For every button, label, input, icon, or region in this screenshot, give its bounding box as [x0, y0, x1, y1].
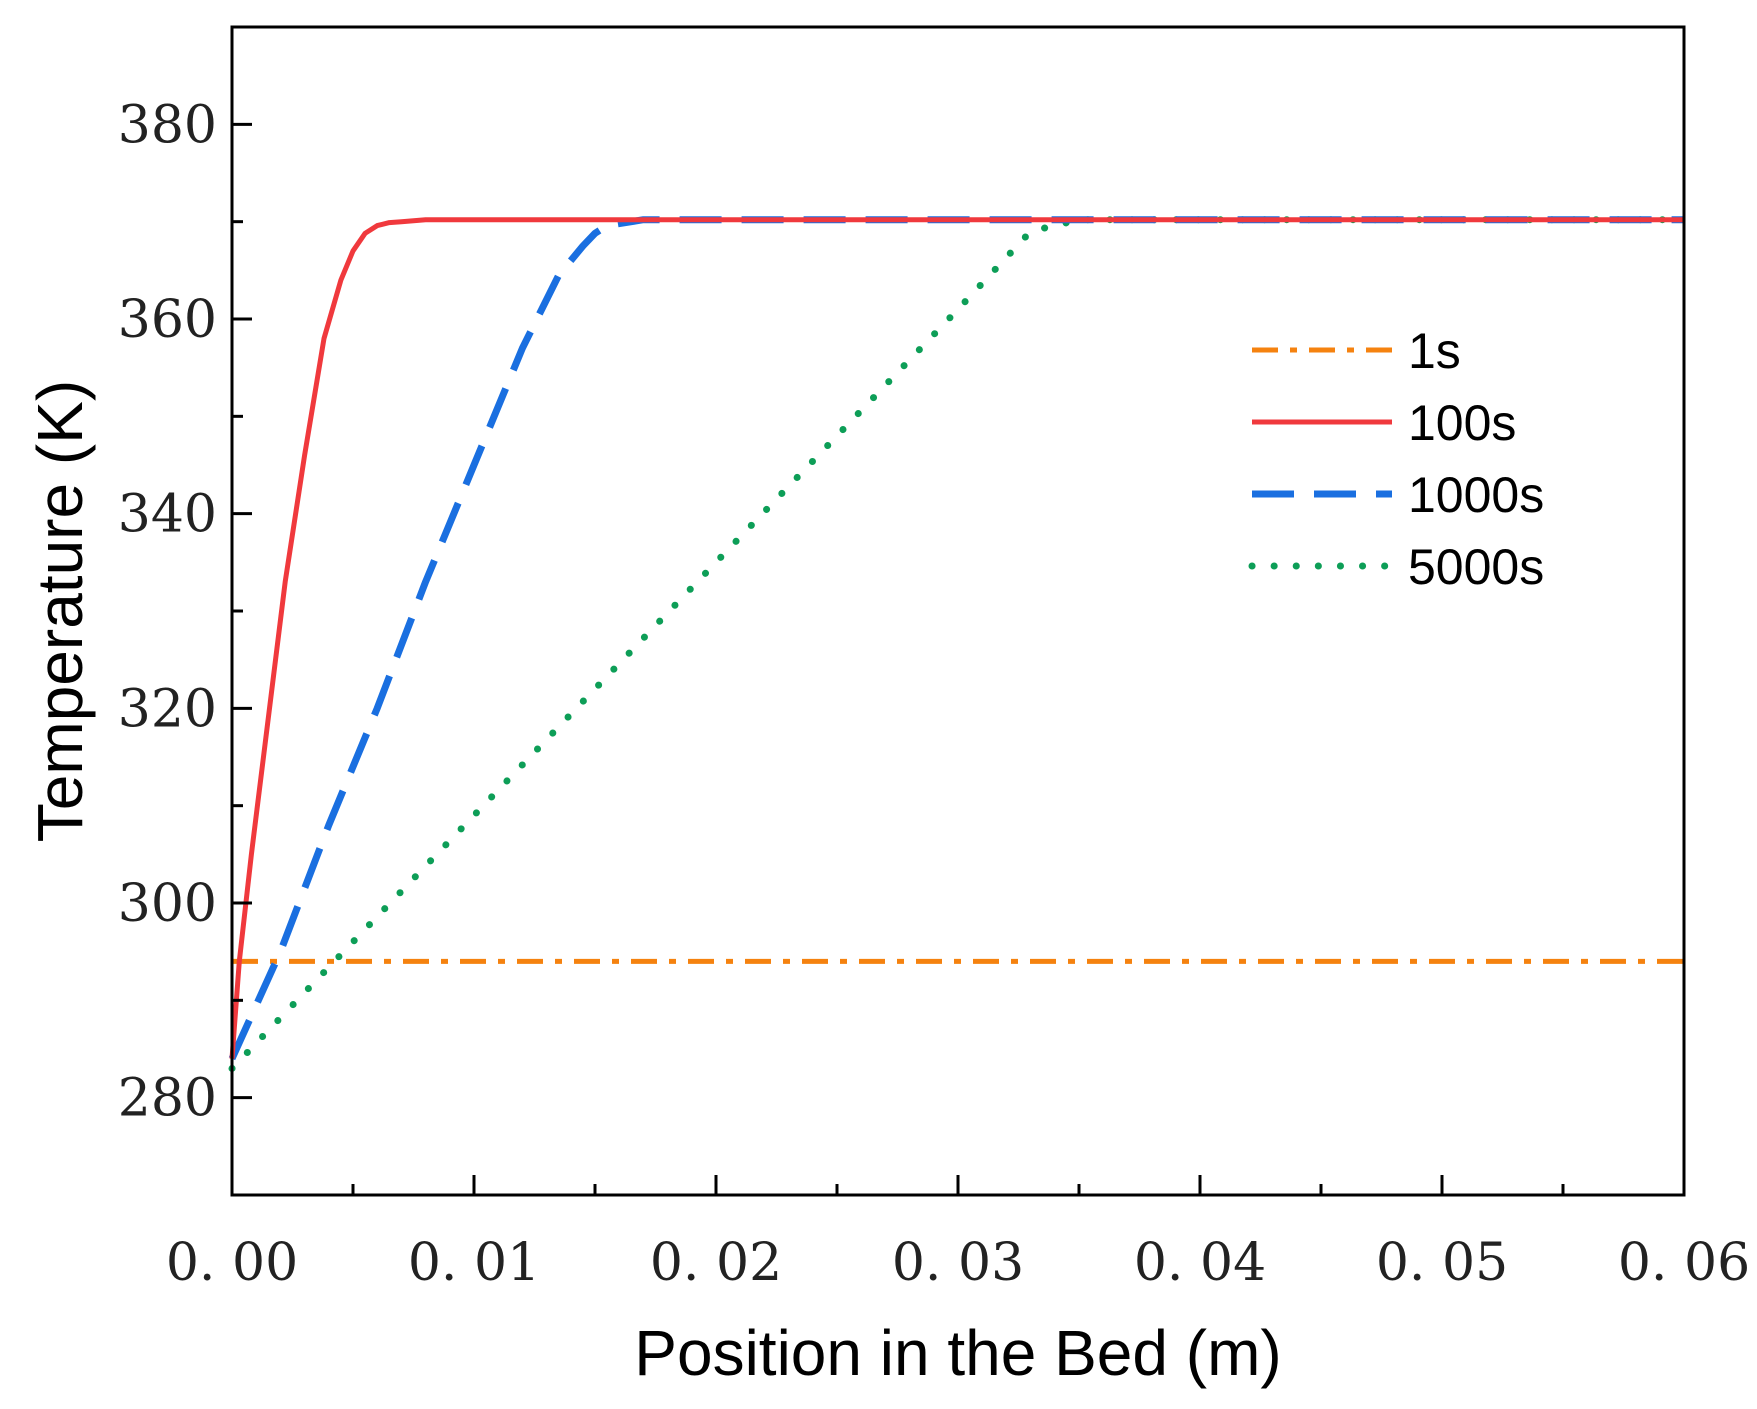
- series-line-1000s: [228, 216, 1684, 1061]
- legend-label-1000s: 1000s: [1408, 467, 1544, 523]
- x-tick-label: 0. 00: [166, 1233, 298, 1293]
- series-line-100s: [229, 217, 1684, 1059]
- y-tick-label: 300: [118, 874, 217, 934]
- x-axis-title: Position in the Bed (m): [634, 1317, 1281, 1389]
- y-tick-label: 280: [118, 1069, 217, 1129]
- ticks-layer: 0. 00 0. 01 0. 02 0. 03 0. 04 0. 05 0. 06 280 30…: [118, 25, 1750, 1293]
- legend-label-1s: 1s: [1408, 323, 1461, 379]
- y-tick-label: 360: [118, 290, 217, 350]
- legend: 1s 100s 1000s 5000s: [1248, 323, 1544, 595]
- y-axis-title: Temperature (K): [24, 380, 96, 842]
- series-line-5000s: [228, 216, 1688, 1072]
- y-tick-label: 340: [118, 485, 217, 545]
- x-tick-label: 0. 03: [892, 1233, 1024, 1293]
- x-tick-label: 0. 06: [1618, 1233, 1750, 1293]
- legend-label-5000s: 5000s: [1408, 539, 1544, 595]
- x-tick-label: 0. 05: [1376, 1233, 1508, 1293]
- series-layer: [228, 216, 1688, 1072]
- x-tick-label: 0. 04: [1134, 1233, 1266, 1293]
- y-tick-label: 320: [118, 679, 217, 739]
- y-tick-label: 380: [118, 95, 217, 155]
- x-tick-label: 0. 02: [650, 1233, 782, 1293]
- x-tick-label: 0. 01: [408, 1233, 540, 1293]
- legend-label-100s: 100s: [1408, 395, 1516, 451]
